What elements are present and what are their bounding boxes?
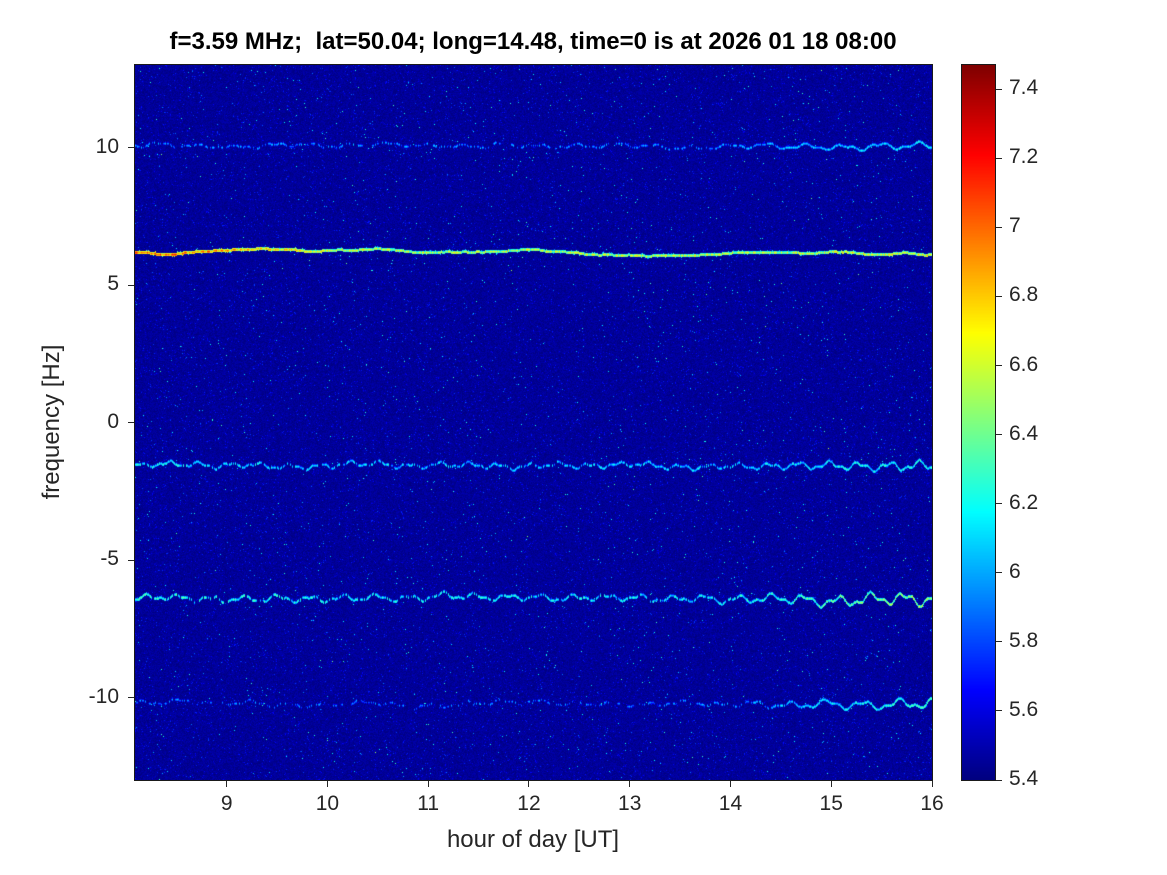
x-tick-label: 11: [417, 792, 440, 815]
x-tick-label: 13: [618, 792, 642, 815]
y-tick-label: 0: [107, 409, 119, 433]
colorbar-tick-label: 7.4: [1009, 76, 1039, 100]
chart-title: f=3.59 MHz; lat=50.04; long=14.48, time=…: [169, 28, 897, 55]
x-tick-mark: [226, 781, 228, 787]
y-tick-mark: [128, 422, 134, 423]
colorbar-tick-label: 5.4: [1009, 767, 1039, 790]
colorbar-tick-label: 5.6: [1009, 697, 1039, 721]
x-tick-label: 16: [920, 792, 944, 815]
colorbar-tick-mark: [996, 88, 1002, 90]
x-tick-label: 15: [819, 792, 843, 815]
x-tick-mark: [528, 781, 530, 787]
colorbar-tick-mark: [996, 226, 1002, 228]
colorbar-tick-label: 6: [1009, 559, 1021, 583]
colorbar-tick-label: 7.2: [1009, 145, 1039, 169]
y-tick-mark: [128, 147, 134, 148]
colorbar-tick-mark: [996, 157, 1002, 159]
x-tick-label: 10: [315, 792, 340, 815]
heatmap-canvas: [134, 64, 933, 781]
colorbar-tick-label: 7: [1009, 214, 1021, 238]
colorbar-tick-mark: [996, 365, 1002, 366]
y-tick-label: 5: [107, 272, 119, 295]
colorbar-tick-mark: [996, 779, 1002, 781]
x-tick-mark: [931, 781, 933, 787]
x-tick-mark: [326, 781, 328, 787]
x-tick-label: 14: [718, 792, 743, 815]
x-tick-mark: [427, 781, 429, 787]
colorbar-tick-mark: [996, 641, 1002, 643]
x-tick-mark: [729, 781, 731, 787]
y-tick-mark: [128, 284, 134, 286]
y-tick-mark: [128, 697, 134, 698]
colorbar-tick-mark: [996, 434, 1002, 436]
colorbar-tick-label: 6.6: [1009, 352, 1039, 376]
x-tick-mark: [629, 781, 631, 787]
colorbar-tick-mark: [996, 572, 1002, 574]
x-tick-label: 9: [220, 792, 233, 815]
colorbar-tick-label: 6.8: [1009, 283, 1039, 307]
colorbar-tick-mark: [996, 503, 1002, 505]
x-tick-mark: [830, 781, 832, 787]
colorbar-canvas: [961, 64, 996, 781]
colorbar-tick-label: 6.2: [1009, 490, 1039, 514]
x-axis-label: hour of day [UT]: [446, 826, 620, 853]
y-tick-label: -10: [88, 684, 119, 708]
y-tick-label: 10: [95, 134, 119, 158]
y-tick-mark: [128, 559, 134, 561]
colorbar-tick-mark: [996, 295, 1002, 297]
colorbar-tick-label: 6.4: [1009, 421, 1039, 445]
x-tick-label: 12: [517, 792, 541, 815]
colorbar-tick-mark: [996, 710, 1002, 712]
colorbar-tick-label: 5.8: [1009, 628, 1039, 652]
y-tick-label: -5: [100, 547, 119, 570]
